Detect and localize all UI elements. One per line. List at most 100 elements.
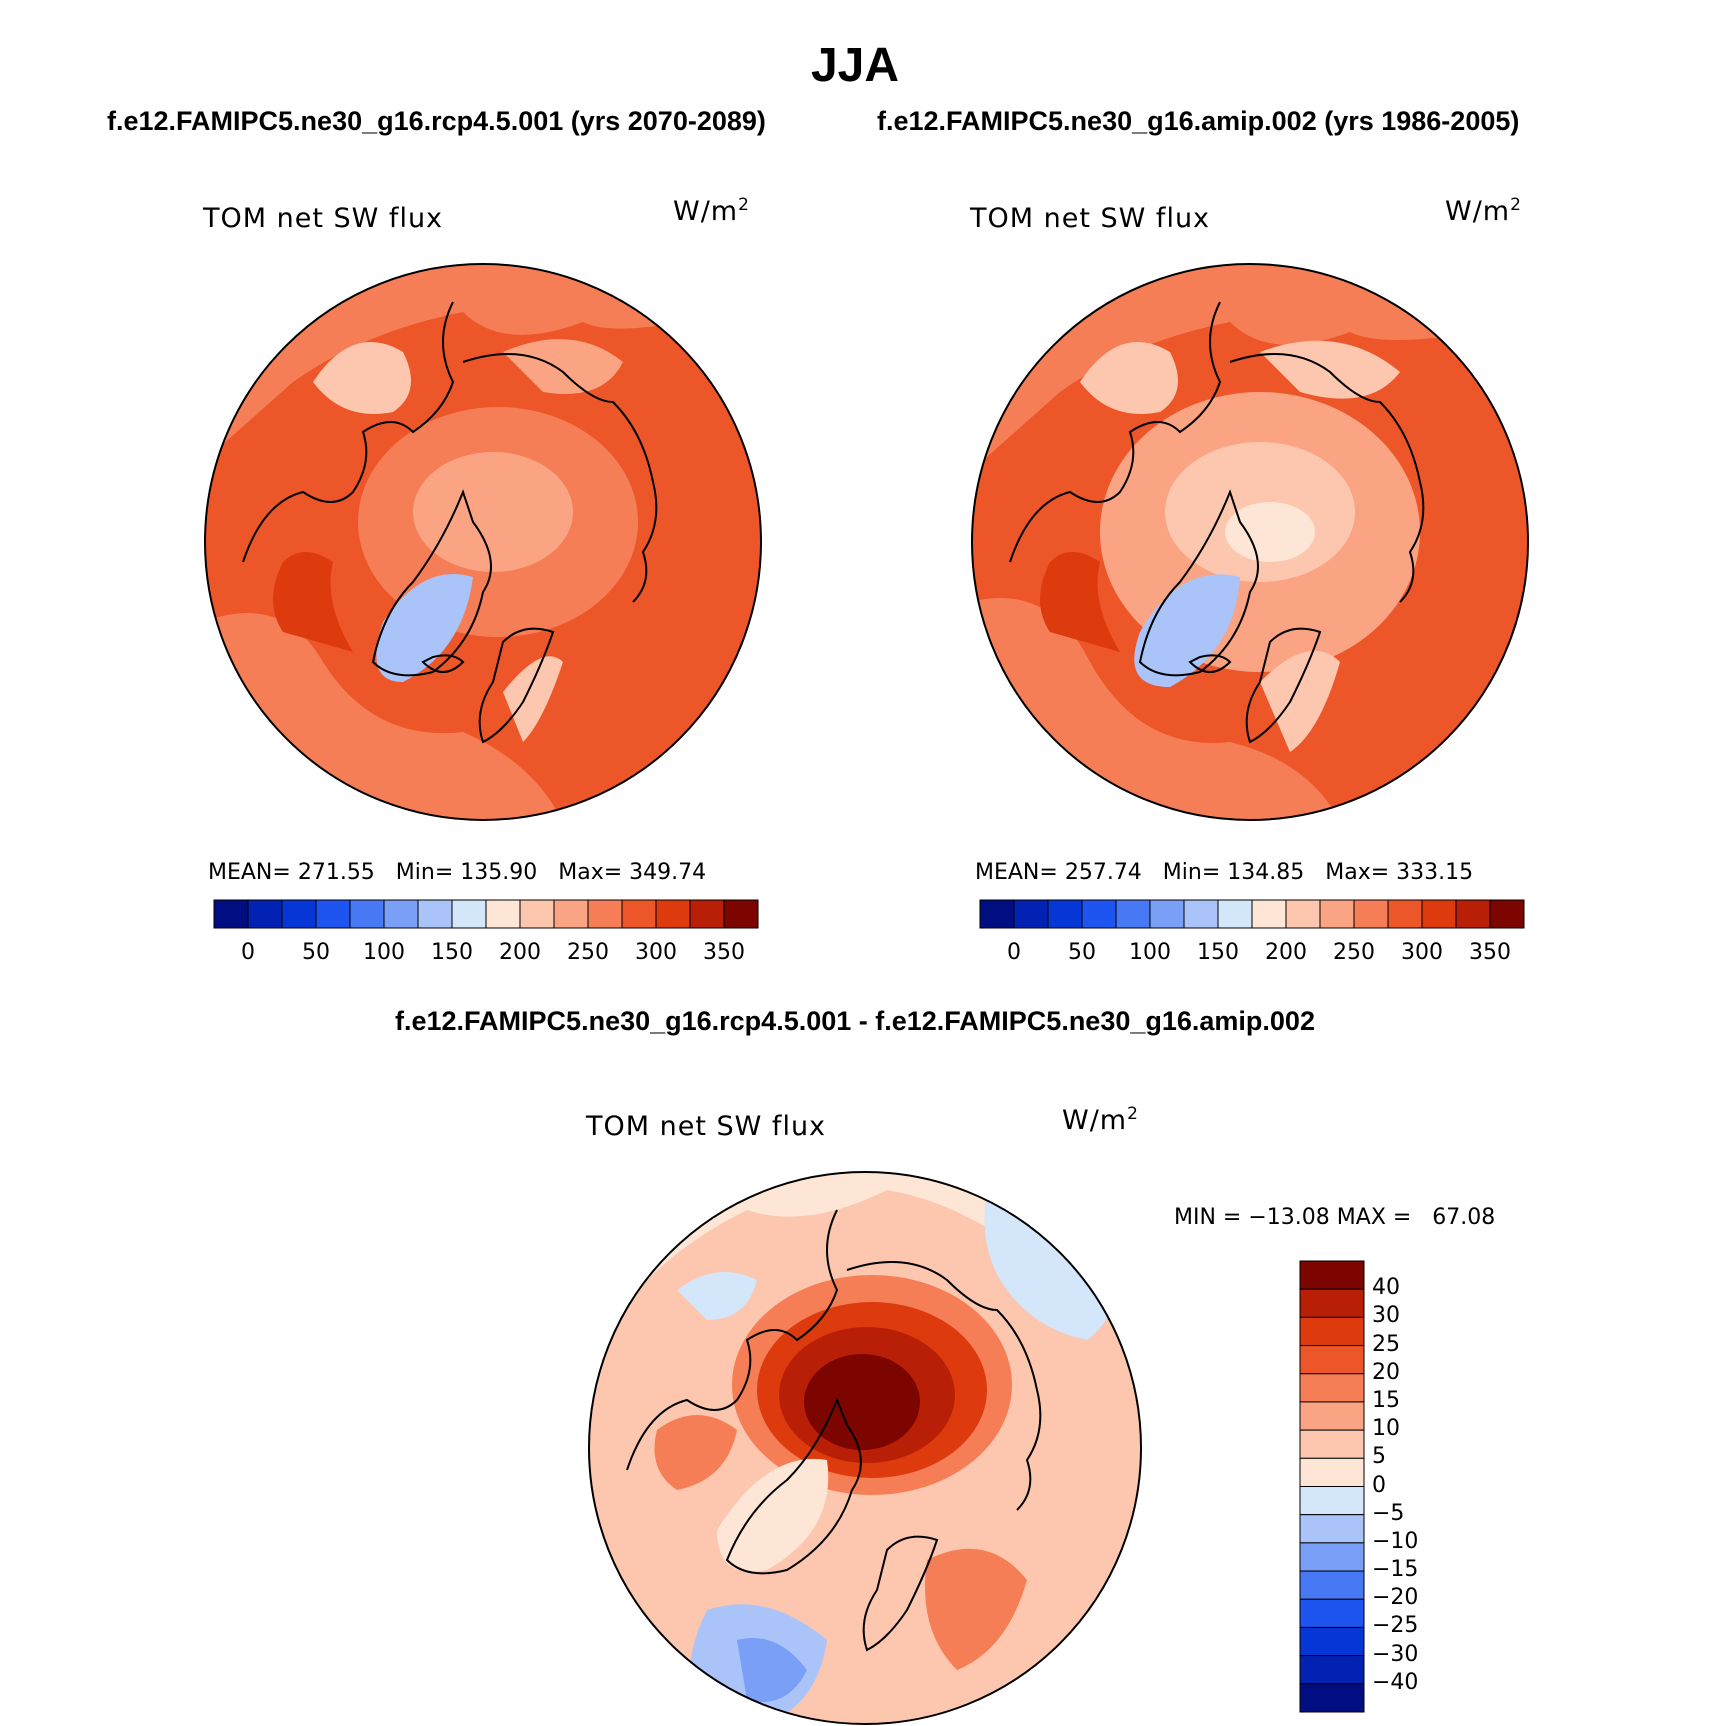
colorbar-swatch	[1217, 899, 1253, 929]
colorbar-swatch	[553, 899, 589, 929]
panel1-map-border	[204, 263, 762, 821]
colorbar-tick-label: 40	[1372, 1275, 1400, 1301]
panel3-colorbar-ticks: 40 30 25 20 15 10 5 0 −5 −10 −15 −20 −25 −30 −40	[1372, 1261, 1452, 1712]
panel2-units-label: W/m2	[1445, 195, 1522, 227]
colorbar-tick-label: 100	[363, 940, 405, 965]
colorbar-swatch	[383, 899, 419, 929]
colorbar-tick-label: 250	[567, 940, 609, 965]
colorbar-swatch	[315, 899, 351, 929]
colorbar-swatch	[485, 899, 521, 929]
colorbar-tick-label: 200	[1265, 940, 1307, 965]
colorbar-swatch	[417, 899, 453, 929]
colorbar-swatch	[1047, 899, 1083, 929]
colorbar-swatch	[1299, 1683, 1365, 1713]
panel2-scandinavia-coastline	[1245, 627, 1322, 744]
colorbar-swatch	[1299, 1429, 1365, 1459]
panel2-greenland-coastline	[1138, 489, 1259, 677]
colorbar-swatch	[1299, 1655, 1365, 1685]
panel1-field-band	[205, 264, 761, 462]
panel3-colorbar	[1299, 1260, 1365, 1713]
colorbar-swatch	[1299, 1316, 1365, 1347]
colorbar-swatch	[1319, 899, 1355, 929]
colorbar-tick-label: 50	[1068, 940, 1096, 965]
colorbar-swatch	[1013, 899, 1049, 929]
panel3-min-max: MIN = −13.08 MAX = 67.08	[1174, 1205, 1496, 1230]
colorbar-swatch	[1299, 1514, 1365, 1544]
panel3-greenland-field	[717, 1458, 829, 1572]
colorbar-swatch	[1299, 1457, 1365, 1487]
colorbar-swatch	[1299, 1570, 1365, 1600]
panel1-colorbar	[213, 899, 759, 929]
panel1-eurasia-coastline	[462, 353, 658, 603]
colorbar-tick-label: 5	[1372, 1444, 1386, 1470]
panel2-eurasia-coastline	[1229, 353, 1425, 603]
colorbar-tick-label: 15	[1372, 1387, 1400, 1413]
colorbar-swatch	[1299, 1598, 1365, 1628]
colorbar-swatch	[1149, 899, 1185, 929]
colorbar-swatch	[1299, 1542, 1365, 1572]
colorbar-tick-label: 200	[499, 940, 541, 965]
panel3-eurasia-coastline	[846, 1261, 1042, 1511]
colorbar-tick-label: 300	[1401, 940, 1443, 965]
colorbar-swatch	[723, 899, 759, 929]
colorbar-tick-label: −40	[1372, 1669, 1419, 1695]
colorbar-swatch	[1299, 1401, 1365, 1431]
panel2-map-border	[971, 263, 1529, 821]
panel2-coastline	[1009, 301, 1222, 563]
panel1-greenland-coastline	[371, 489, 492, 677]
figure-title: JJA	[810, 39, 900, 92]
panel2-field-band	[972, 264, 1528, 472]
colorbar-tick-label: 150	[431, 940, 473, 965]
colorbar-swatch	[1285, 899, 1321, 929]
panel1-polar-map	[204, 263, 762, 821]
colorbar-swatch	[1299, 1288, 1365, 1318]
colorbar-swatch	[281, 899, 317, 929]
colorbar-tick-label: 0	[241, 940, 255, 965]
panel3-greenland-coastline	[725, 1397, 862, 1575]
panel2-polar-map	[971, 263, 1529, 821]
colorbar-swatch	[689, 899, 725, 929]
colorbar-swatch	[1455, 899, 1491, 929]
colorbar-tick-label: 300	[635, 940, 677, 965]
panel3-field-patch	[654, 1415, 737, 1490]
panel2-canada-field	[1080, 342, 1178, 414]
colorbar-tick-label: 350	[703, 940, 745, 965]
colorbar-swatch	[247, 899, 283, 929]
panel2-colorbar	[979, 899, 1525, 929]
colorbar-swatch	[1299, 1260, 1365, 1290]
colorbar-swatch	[1299, 1345, 1365, 1375]
right-case-title: f.e12.FAMIPC5.ne30_g16.amip.002 (yrs 198…	[877, 106, 1520, 136]
colorbar-tick-label: −30	[1372, 1641, 1419, 1667]
colorbar-swatch	[979, 899, 1015, 929]
colorbar-tick-label: 250	[1333, 940, 1375, 965]
left-case-title: f.e12.FAMIPC5.ne30_g16.rcp4.5.001 (yrs 2…	[107, 106, 766, 136]
panel2-greenland-field	[1134, 574, 1240, 687]
panel2-stats: MEAN= 257.74 Min= 134.85 Max= 333.15	[975, 860, 1474, 885]
panel1-scandinavia-coastline	[478, 627, 555, 744]
panel3-negative-field	[984, 1190, 1114, 1340]
panel1-central-arctic-field	[413, 452, 573, 572]
panel2-colorbar-ticks: 0 50 100 150 200 250 300 350	[980, 940, 1524, 970]
panel3-negative-field	[677, 1272, 757, 1320]
colorbar-swatch	[451, 899, 487, 929]
colorbar-swatch	[621, 899, 657, 929]
panel1-greenland-field	[376, 574, 473, 682]
panel2-variable-label: TOM net SW flux	[970, 203, 1211, 234]
panel2-hudson-bay-field	[1040, 552, 1120, 652]
colorbar-tick-label: 10	[1372, 1416, 1400, 1442]
colorbar-swatch	[349, 899, 385, 929]
colorbar-swatch	[1081, 899, 1117, 929]
panel2-pole-field	[1225, 502, 1315, 562]
panel3-polar-map	[588, 1171, 1142, 1725]
colorbar-tick-label: −5	[1372, 1500, 1405, 1526]
colorbar-swatch	[1183, 899, 1219, 929]
colorbar-swatch	[655, 899, 691, 929]
panel2-scandinavia-field	[1260, 650, 1340, 752]
colorbar-tick-label: −20	[1372, 1585, 1419, 1611]
colorbar-tick-label: −10	[1372, 1528, 1419, 1554]
panel1-iceland-coastline	[421, 654, 465, 673]
colorbar-tick-label: 100	[1129, 940, 1171, 965]
panel1-canada-field	[313, 342, 411, 414]
colorbar-swatch	[1353, 899, 1389, 929]
colorbar-swatch	[587, 899, 623, 929]
